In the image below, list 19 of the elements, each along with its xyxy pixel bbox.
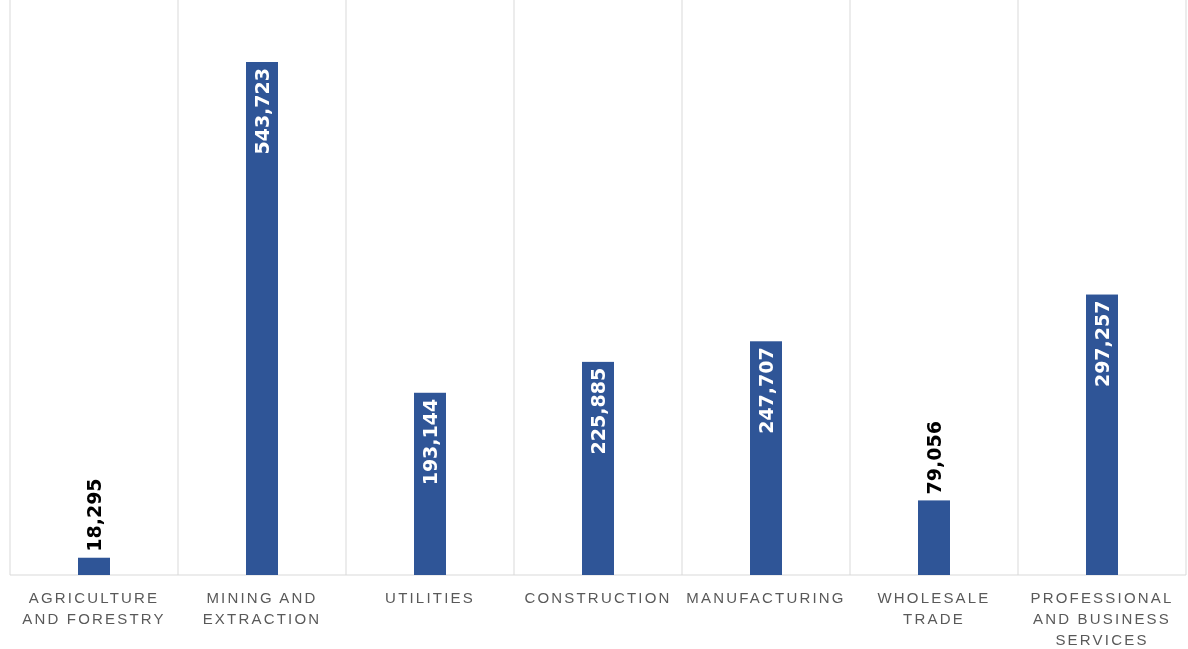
bar [750,341,782,575]
data-label: 193,144 [419,398,441,486]
data-label: 543,723 [251,68,273,155]
data-label: 18,295 [83,478,105,552]
data-label: 79,056 [923,421,945,495]
x-tick-label: AGRICULTURE AND FORESTRY [22,589,166,627]
data-label: 247,707 [755,347,777,434]
x-tick-label: UTILITIES [385,589,475,606]
x-tick-label: MINING AND EXTRACTION [202,589,322,627]
bar [918,500,950,575]
bar [1086,294,1118,575]
x-tick-label: MANUFACTURING [686,589,846,606]
bar [246,62,278,575]
bar [78,557,110,575]
x-tick-label: WHOLESALE TRADE [877,589,991,627]
x-tick-label: CONSTRUCTION [524,589,672,606]
data-label: 297,257 [1091,300,1113,388]
x-tick-label: PROFESSIONAL AND BUSINESS SERVICES [1030,589,1174,648]
data-label: 225,885 [587,367,609,455]
